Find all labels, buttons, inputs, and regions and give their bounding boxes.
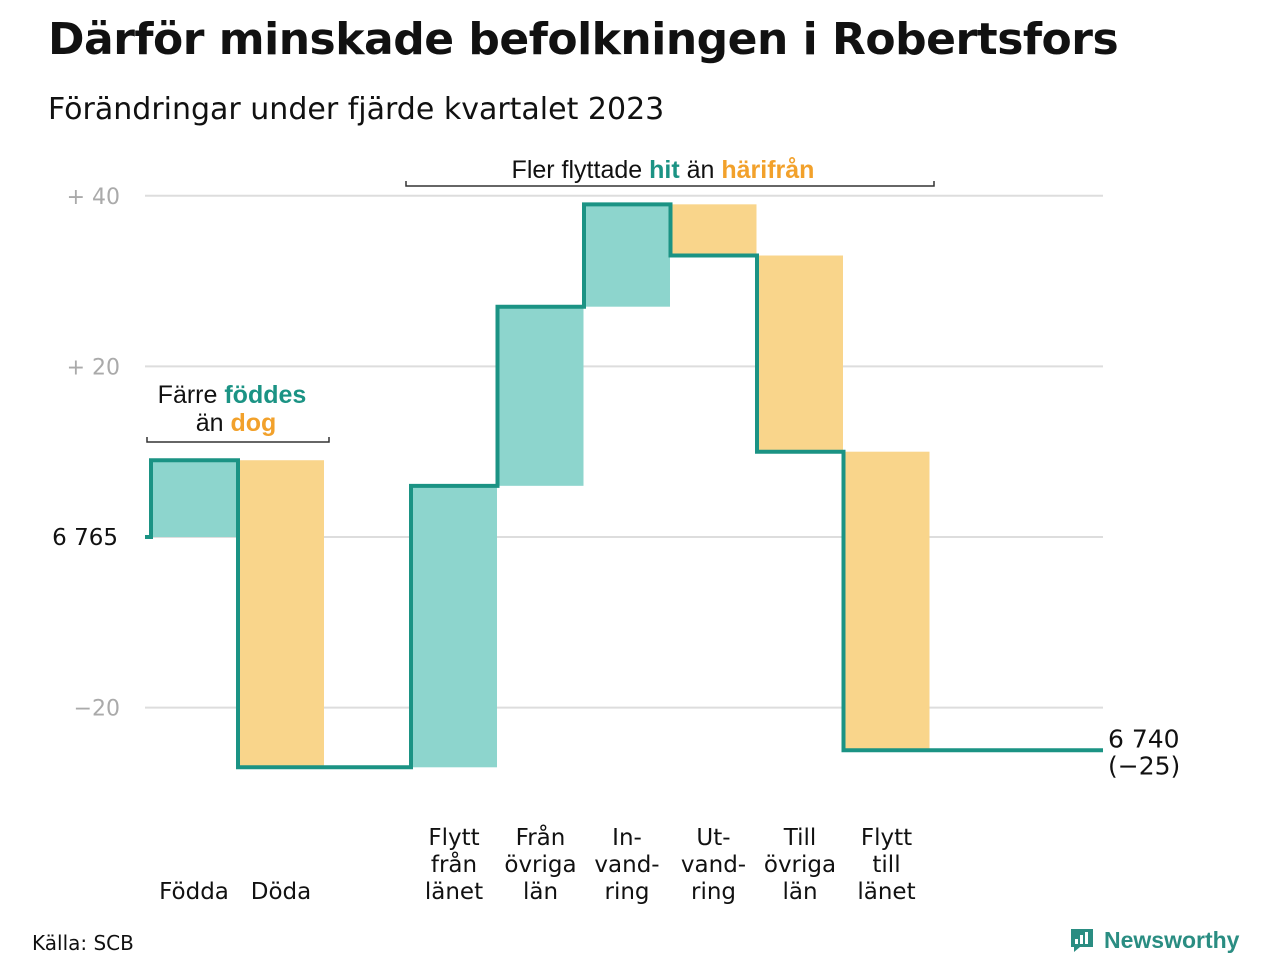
annotation-text: Färre föddes	[158, 381, 307, 409]
annotation-text: Fler flyttade hit än härifrån	[512, 156, 815, 184]
annotation-bracket	[405, 181, 935, 187]
waterfall-bar	[411, 485, 497, 768]
category-label-line: vand-	[594, 852, 659, 878]
annotation-bracket	[146, 437, 330, 443]
annotation-part: dog	[230, 409, 276, 437]
waterfall-bar	[151, 460, 237, 537]
annotation-part: Färre	[158, 381, 225, 409]
category-label-line: övriga	[504, 852, 576, 878]
waterfall-bar	[843, 451, 930, 751]
category-label-line: vand-	[681, 852, 746, 878]
category-label-line: Döda	[251, 879, 311, 905]
category-label-line: län	[523, 879, 558, 905]
category-label-line: Födda	[159, 879, 229, 905]
annotation-part: hit	[649, 156, 680, 184]
category-label-line: till	[872, 852, 900, 878]
brand-name: Newsworthy	[1104, 926, 1240, 953]
y-tick-label: + 40	[67, 185, 120, 210]
category-label-line: länet	[425, 879, 483, 905]
category-label-line: Flytt	[861, 825, 912, 851]
category-label-line: Flytt	[428, 825, 479, 851]
annotation-part: än	[680, 156, 722, 184]
category-label: Ut-vand-ring	[681, 825, 746, 905]
category-label-line: Ut-	[696, 825, 730, 851]
annotation-text: än dog	[196, 409, 277, 437]
category-label-line: ring	[604, 879, 649, 905]
cumulative-step-line	[145, 202, 1103, 770]
annotation-part: härifrån	[721, 156, 814, 184]
chart-title: Därför minskade befolkningen i Robertsfo…	[48, 14, 1119, 65]
end-value-label: 6 740	[1108, 724, 1180, 753]
waterfall-bar	[238, 460, 324, 768]
category-label-line: ring	[691, 879, 736, 905]
waterfall-bar	[670, 204, 757, 256]
category-label: Från övriga län	[504, 823, 576, 905]
category-label-line: In-	[612, 825, 642, 851]
category-label-line: övriga	[764, 852, 836, 878]
category-label: Födda	[159, 879, 229, 905]
y-tick-label: + 20	[67, 355, 120, 380]
category-label: Döda	[251, 879, 311, 905]
annotation-part: Fler flyttade	[512, 156, 650, 184]
end-change-label: (−25)	[1108, 751, 1180, 780]
annotation-part: föddes	[224, 381, 306, 409]
category-label-line: från	[431, 850, 477, 878]
category-label: In-vand-ring	[594, 825, 659, 905]
newsworthy-logo-icon	[1071, 929, 1093, 952]
category-label-line: Från	[516, 823, 566, 851]
annotation-part: än	[196, 409, 231, 437]
source-note: Källa: SCB	[32, 931, 134, 955]
start-value-label: 6 765	[52, 525, 118, 551]
y-tick-label: −20	[74, 697, 120, 722]
category-label-line: länet	[857, 879, 915, 905]
category-label: Flytt till länet	[857, 825, 915, 905]
waterfall-bar	[757, 255, 843, 452]
category-label: Till övriga län	[764, 825, 836, 905]
waterfall-bar	[584, 204, 670, 307]
waterfall-bar	[497, 306, 584, 486]
category-label-line: Till	[783, 825, 817, 851]
category-label-line: län	[782, 879, 817, 905]
category-label: Flytt från länet	[425, 825, 483, 905]
brand-logo: Newsworthy	[1068, 926, 1239, 954]
chart-subtitle: Förändringar under fjärde kvartalet 2023	[48, 92, 665, 127]
